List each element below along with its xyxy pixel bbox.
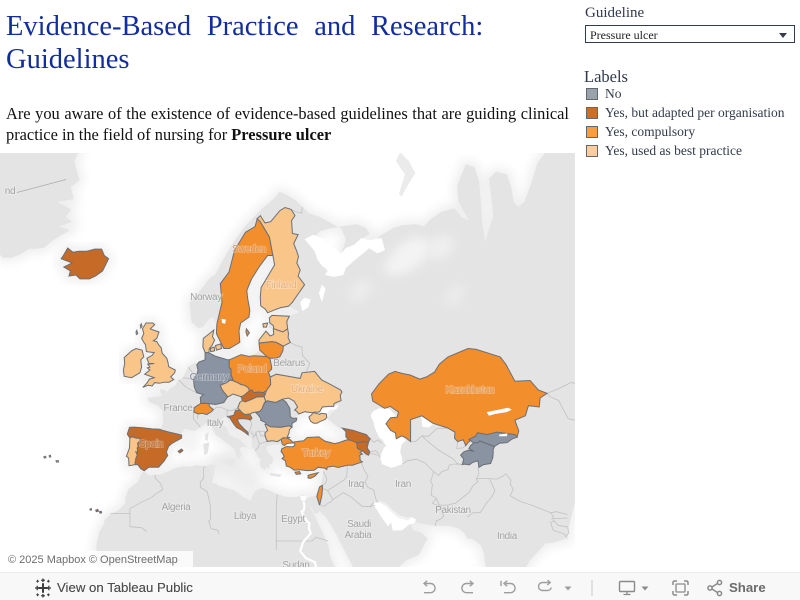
svg-text:Kazakhstan: Kazakhstan xyxy=(446,385,495,396)
svg-text:Pakistan: Pakistan xyxy=(435,505,471,516)
svg-text:Belarus: Belarus xyxy=(273,358,305,369)
svg-text:Poland: Poland xyxy=(237,364,266,375)
svg-text:Saudi: Saudi xyxy=(347,519,371,530)
svg-text:Sweden: Sweden xyxy=(232,244,266,255)
svg-text:Turkey: Turkey xyxy=(302,448,330,459)
svg-text:nd: nd xyxy=(5,186,15,197)
svg-text:© 2025 Mapbox © OpenStreetMap: © 2025 Mapbox © OpenStreetMap xyxy=(8,554,178,566)
svg-text:Spain: Spain xyxy=(139,439,163,450)
svg-text:Libya: Libya xyxy=(234,511,257,522)
svg-text:Germany: Germany xyxy=(190,372,229,383)
svg-text:Iraq: Iraq xyxy=(348,479,364,490)
svg-text:India: India xyxy=(497,531,518,542)
svg-text:France: France xyxy=(163,403,193,414)
svg-text:Arabia: Arabia xyxy=(345,530,373,541)
svg-text:Iran: Iran xyxy=(395,479,411,490)
svg-text:Norway: Norway xyxy=(190,292,222,303)
svg-text:Finland: Finland xyxy=(266,280,296,291)
svg-text:Italy: Italy xyxy=(207,418,224,429)
svg-text:Algeria: Algeria xyxy=(162,502,191,513)
svg-text:Egypt: Egypt xyxy=(281,514,305,525)
svg-text:Ukraine: Ukraine xyxy=(291,384,324,395)
svg-text:Sudan: Sudan xyxy=(282,560,309,567)
